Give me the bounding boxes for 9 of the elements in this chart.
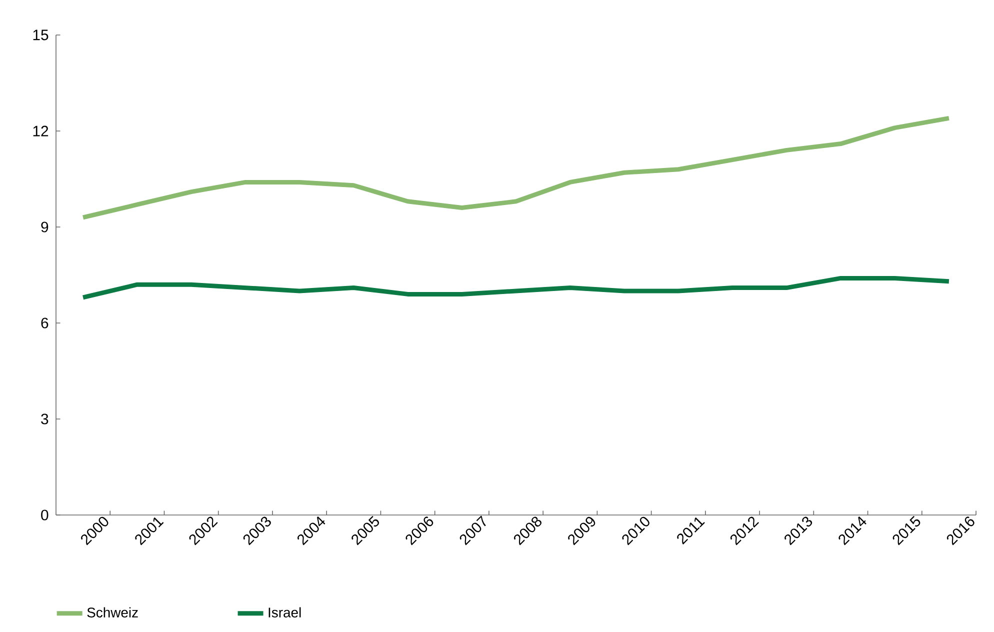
- y-tick-label: 15: [33, 30, 48, 40]
- y-tick-label: 3: [41, 414, 48, 424]
- legend-label: Israel: [268, 607, 301, 618]
- y-tick-label: 9: [41, 222, 48, 232]
- y-tick-label: 12: [33, 126, 48, 136]
- y-tick-label: 6: [41, 318, 48, 328]
- y-tick-label: 0: [41, 510, 48, 520]
- line-series: [80, 116, 952, 220]
- legend-label: Schweiz: [87, 607, 138, 618]
